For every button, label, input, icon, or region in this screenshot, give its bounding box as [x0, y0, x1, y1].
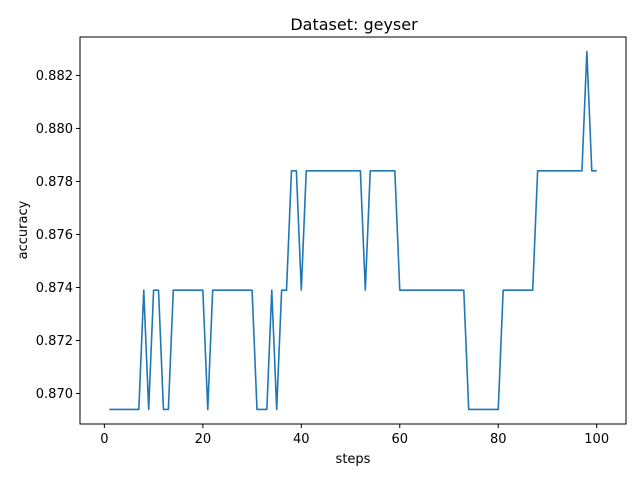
x-tick-label: 40 — [293, 432, 310, 447]
x-tick-label: 80 — [490, 432, 507, 447]
x-ticks: 0 20 40 60 80 100 — [100, 424, 609, 447]
chart-title: Dataset: geyser — [290, 15, 418, 34]
x-tick-label: 0 — [100, 432, 108, 447]
x-tick-label: 20 — [195, 432, 212, 447]
plot-area-frame — [79, 36, 627, 425]
y-axis-label: accuracy — [16, 200, 31, 259]
y-tick-label: 0.880 — [36, 122, 73, 137]
y-tick-label: 0.874 — [36, 281, 73, 296]
x-tick-label: 60 — [391, 432, 408, 447]
x-axis-label: steps — [336, 452, 371, 467]
y-tick-label: 0.882 — [36, 69, 73, 84]
y-tick-label: 0.870 — [36, 387, 73, 402]
accuracy-series-line — [109, 50, 597, 411]
y-tick-label: 0.872 — [36, 334, 73, 349]
y-tick-label: 0.876 — [36, 228, 73, 243]
x-tick-label: 100 — [584, 432, 609, 447]
y-ticks: 0.870 0.872 0.874 0.876 0.878 0.880 0.882 — [36, 69, 80, 402]
y-tick-label: 0.878 — [36, 175, 73, 190]
